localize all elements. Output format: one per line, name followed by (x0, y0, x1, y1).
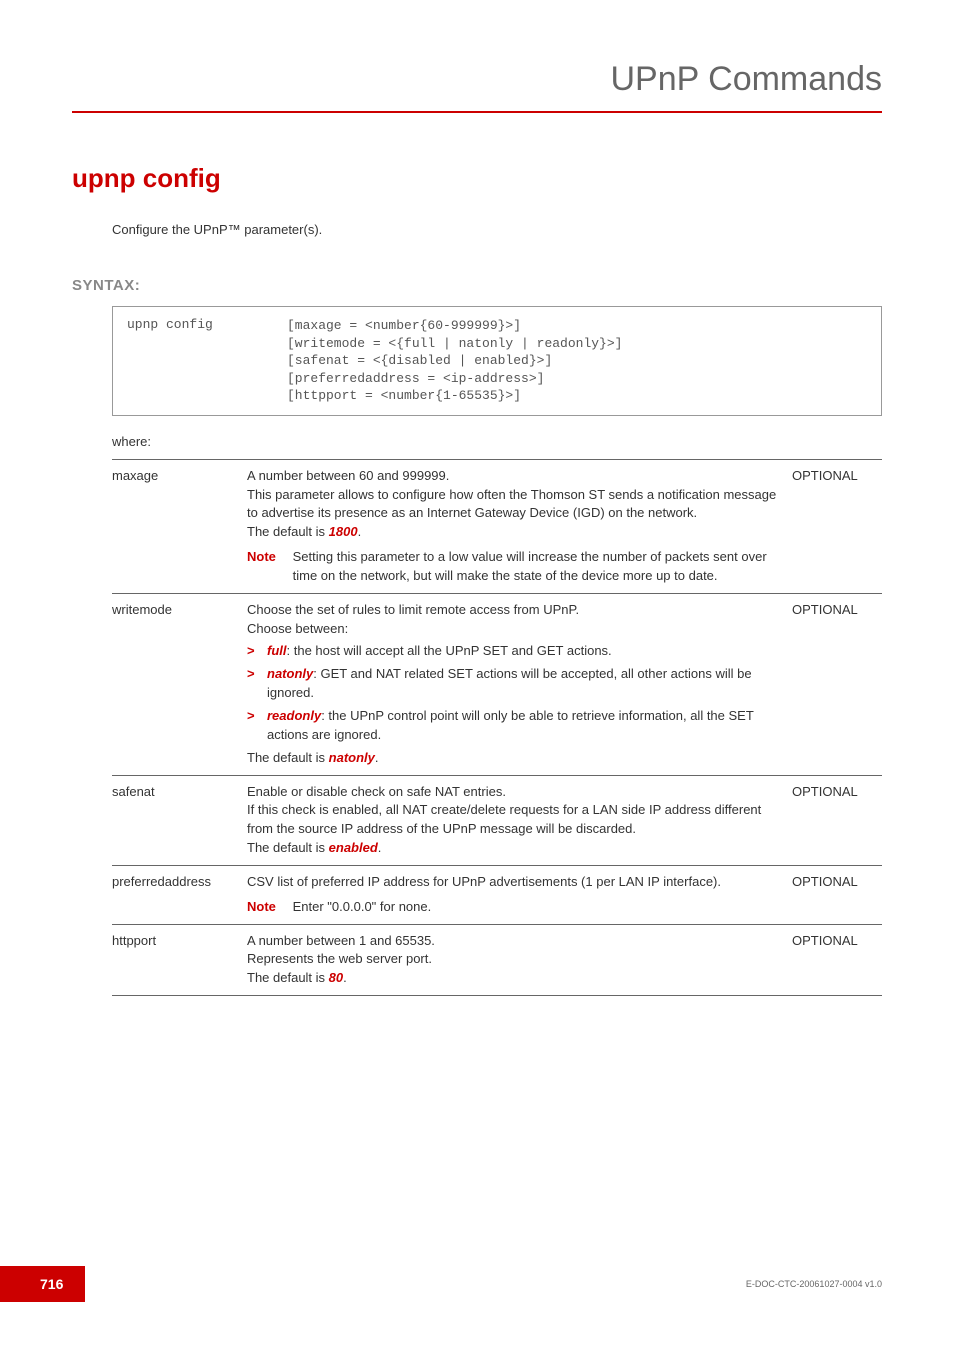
where-label: where: (112, 434, 882, 449)
param-optional: OPTIONAL (792, 775, 882, 865)
bullet-rest: : the UPnP control point will only be ab… (267, 708, 754, 742)
bullet-row: > readonly: the UPnP control point will … (247, 707, 786, 745)
param-name: safenat (112, 775, 247, 865)
default-value: enabled (329, 840, 378, 855)
desc-text: A number between 60 and 999999. This par… (247, 468, 776, 540)
param-desc: A number between 60 and 999999. This par… (247, 459, 792, 593)
table-row: safenat Enable or disable check on safe … (112, 775, 882, 865)
param-optional: OPTIONAL (792, 865, 882, 924)
bullet-text: natonly: GET and NAT related SET actions… (267, 665, 786, 703)
desc-text: CSV list of preferred IP address for UPn… (247, 873, 786, 892)
syntax-label: SYNTAX: (72, 277, 882, 294)
page-header-title: UPnP Commands (72, 60, 882, 113)
bullet-row: > full: the host will accept all the UPn… (247, 642, 786, 661)
page-number-badge: 716 (0, 1266, 85, 1302)
param-name: httpport (112, 924, 247, 996)
syntax-args: [maxage = <number{60-999999}>] [writemod… (287, 317, 622, 405)
table-row: httpport A number between 1 and 65535. R… (112, 924, 882, 996)
bullet-rest: : GET and NAT related SET actions will b… (267, 666, 752, 700)
tail-pre: The default is (247, 750, 329, 765)
param-desc: Choose the set of rules to limit remote … (247, 593, 792, 775)
table-row: preferredaddress CSV list of preferred I… (112, 865, 882, 924)
bullet-text: readonly: the UPnP control point will on… (267, 707, 786, 745)
desc-intro: Choose the set of rules to limit remote … (247, 601, 786, 639)
page-footer: 716 E-DOC-CTC-20061027-0004 v1.0 (0, 1266, 954, 1302)
param-desc: Enable or disable check on safe NAT entr… (247, 775, 792, 865)
bullet-row: > natonly: GET and NAT related SET actio… (247, 665, 786, 703)
bullet-term: full (267, 643, 287, 658)
bullet-term: natonly (267, 666, 313, 681)
desc-post: . (358, 524, 362, 539)
syntax-box: upnp config [maxage = <number{60-999999}… (112, 306, 882, 416)
bullet-text: full: the host will accept all the UPnP … (267, 642, 786, 661)
bullet-rest: : the host will accept all the UPnP SET … (287, 643, 612, 658)
command-description: Configure the UPnP™ parameter(s). (112, 222, 882, 237)
param-name: maxage (112, 459, 247, 593)
param-optional: OPTIONAL (792, 459, 882, 593)
desc-post: . (378, 840, 382, 855)
param-name: writemode (112, 593, 247, 775)
note-label: Note (247, 898, 289, 917)
note-text: Enter "0.0.0.0" for none. (293, 898, 784, 917)
tail-em: natonly (329, 750, 375, 765)
note-label: Note (247, 548, 289, 567)
param-optional: OPTIONAL (792, 924, 882, 996)
param-desc: CSV list of preferred IP address for UPn… (247, 865, 792, 924)
desc-text: Enable or disable check on safe NAT entr… (247, 784, 761, 856)
syntax-command: upnp config (127, 317, 287, 405)
parameters-table: maxage A number between 60 and 999999. T… (112, 459, 882, 996)
table-row: writemode Choose the set of rules to lim… (112, 593, 882, 775)
table-row: maxage A number between 60 and 999999. T… (112, 459, 882, 593)
param-name: preferredaddress (112, 865, 247, 924)
desc-post: . (343, 970, 347, 985)
note-block: Note Enter "0.0.0.0" for none. (247, 898, 786, 917)
param-optional: OPTIONAL (792, 593, 882, 775)
tail-post: . (375, 750, 379, 765)
note-text: Setting this parameter to a low value wi… (293, 548, 784, 586)
bullet-icon: > (247, 642, 267, 661)
default-value: 80 (329, 970, 343, 985)
bullet-icon: > (247, 665, 267, 703)
doc-id: E-DOC-CTC-20061027-0004 v1.0 (746, 1279, 882, 1289)
bullet-term: readonly (267, 708, 321, 723)
note-block: Note Setting this parameter to a low val… (247, 548, 786, 586)
bullet-icon: > (247, 707, 267, 745)
command-title: upnp config (72, 163, 882, 194)
param-desc: A number between 1 and 65535. Represents… (247, 924, 792, 996)
default-value: 1800 (329, 524, 358, 539)
desc-tail: The default is natonly. (247, 749, 786, 768)
